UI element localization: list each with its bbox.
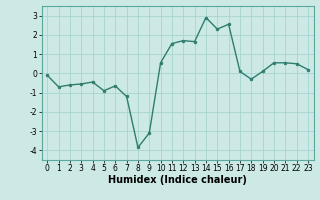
- X-axis label: Humidex (Indice chaleur): Humidex (Indice chaleur): [108, 175, 247, 185]
